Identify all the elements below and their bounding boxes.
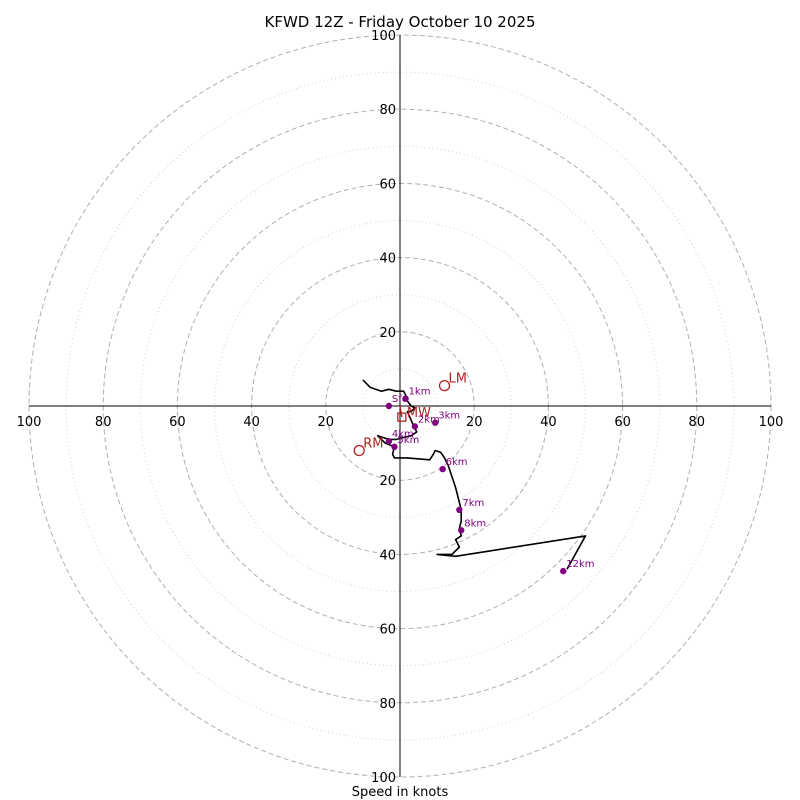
x-tick-label-right: 40	[540, 415, 557, 430]
mean-wind-label: MW	[407, 406, 431, 421]
height-marker-6km	[439, 465, 446, 473]
left-mover-marker	[438, 379, 451, 392]
height-label-4km: 4km	[392, 429, 414, 440]
x-axis-label: Speed in knots	[352, 785, 449, 800]
y-tick-label-bottom: 100	[371, 771, 396, 786]
y-tick-label-bottom: 60	[379, 623, 396, 638]
height-marker-5km	[391, 443, 398, 451]
height-label-3km: 3km	[438, 411, 460, 422]
y-tick-label-bottom: 80	[379, 697, 396, 712]
x-tick-label-left: 60	[169, 415, 186, 430]
height-label-6km: 6km	[446, 457, 468, 468]
axis-tick-labels: 20 20 20 20 40 40 40 40 60 60 60 60 80 80 80 80 100 100 10…	[17, 29, 784, 786]
x-tick-label-left: 80	[95, 415, 112, 430]
right-mover-label: RM	[363, 437, 383, 452]
storm-motion-markers: LM RM MW	[353, 372, 467, 457]
y-tick-label-top: 40	[379, 252, 396, 267]
height-label-2km: 2km	[418, 414, 440, 425]
height-marker-2km	[411, 423, 419, 430]
height-marker-1km	[402, 395, 409, 402]
height-label-12km: 12km	[566, 559, 594, 570]
height-marker-7km	[456, 506, 463, 514]
x-tick-label-right: 80	[689, 415, 706, 430]
mean-wind-vector	[399, 405, 403, 418]
x-tick-label-left: 40	[243, 415, 260, 430]
height-label-8km: 8km	[464, 518, 486, 529]
y-tick-label-top: 20	[379, 326, 396, 341]
height-marker-8km	[458, 527, 465, 534]
height-label-1km: 1km	[409, 387, 431, 398]
height-marker-sfc	[385, 402, 393, 410]
x-tick-label-right: 100	[759, 415, 784, 430]
height-label-sfc: Sfc	[392, 394, 407, 405]
x-tick-label-right: 20	[466, 415, 483, 430]
height-marker-4km	[385, 438, 393, 445]
height-marker-12km	[560, 567, 567, 575]
x-tick-label-left: 20	[318, 415, 335, 430]
height-label-7km: 7km	[462, 498, 484, 509]
y-tick-label-top: 100	[371, 29, 396, 44]
left-mover-label: LM	[449, 372, 467, 387]
right-mover-marker	[353, 444, 365, 457]
height-label-5km: 5km	[397, 435, 419, 446]
y-tick-label-bottom: 20	[379, 474, 396, 489]
y-tick-label-top: 60	[379, 177, 396, 192]
mean-wind-marker	[397, 412, 407, 422]
y-tick-label-top: 80	[379, 103, 396, 118]
y-tick-label-bottom: 40	[379, 548, 396, 563]
height-marker-3km	[432, 419, 439, 426]
x-tick-label-left: 100	[17, 415, 42, 430]
x-tick-label-right: 60	[614, 415, 631, 430]
chart-title: KFWD 12Z - Friday October 10 2025	[265, 13, 536, 31]
